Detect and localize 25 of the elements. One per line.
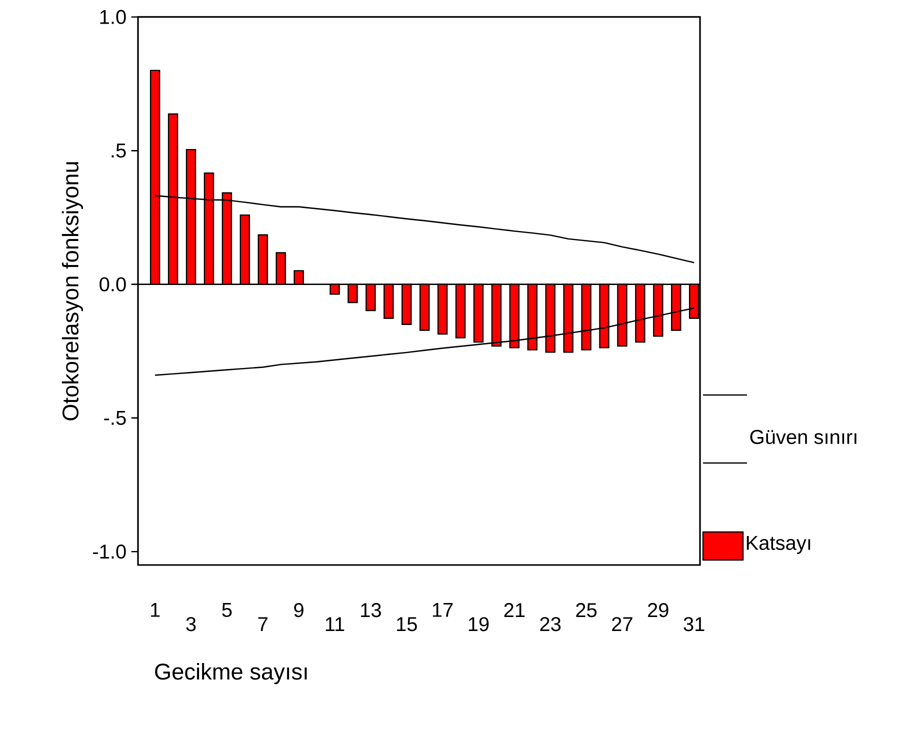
x-tick-label: 25 xyxy=(576,603,597,618)
x-tick-label: 13 xyxy=(361,603,381,618)
x-tick-label: 11 xyxy=(326,617,344,632)
y-tick-label: -.5 xyxy=(104,410,126,425)
x-axis-title: Gecikme sayısı xyxy=(155,663,307,684)
y-tick-label: .5 xyxy=(112,144,126,158)
x-tick-label: 19 xyxy=(468,617,489,632)
x-tick-label: 9 xyxy=(294,603,304,618)
x-tick-label: 23 xyxy=(540,617,561,632)
text: Güven sınırı xyxy=(750,430,856,444)
x-tick-label: 1 xyxy=(151,603,160,617)
x-tick-label: 3 xyxy=(186,617,196,632)
legend-label: Katsayı xyxy=(746,536,810,554)
y-axis-title: Otokorelasyon fonksiyonu xyxy=(62,162,84,420)
x-tick-label: 15 xyxy=(397,617,417,632)
y-tick-label: -1.0 xyxy=(93,544,126,559)
x-tick-label: 29 xyxy=(648,603,668,618)
x-tick-label: 21 xyxy=(504,603,525,618)
x-tick-label: 5 xyxy=(222,603,232,617)
y-tick-label: 1.0 xyxy=(100,10,126,24)
x-tick-label: 17 xyxy=(432,603,453,617)
x-tick-label: 27 xyxy=(612,617,632,632)
x-tick-label: 7 xyxy=(258,617,268,632)
x-tick-label: 31 xyxy=(684,617,704,632)
y-tick-label: 0.0 xyxy=(100,277,126,292)
